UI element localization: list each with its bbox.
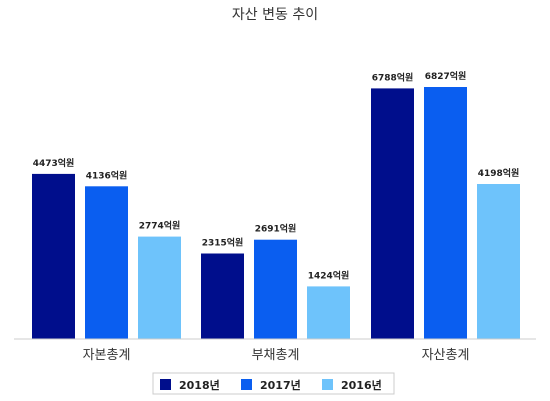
bar-3-1 (371, 88, 414, 340)
chart-title: 자산 변동 추이 (232, 7, 318, 23)
data-label: 4473억원 (33, 157, 75, 169)
bar-1-2 (85, 186, 128, 339)
bar-2-1 (201, 253, 244, 339)
data-label: 2315억원 (202, 237, 244, 249)
legend-frame (152, 372, 395, 395)
legend-swatch (160, 379, 171, 390)
data-label: 2691억원 (255, 223, 297, 235)
legend-label: 2018년 (179, 378, 220, 392)
data-label: 6788억원 (372, 71, 414, 83)
bar-1-1 (32, 173, 75, 339)
data-label: 2774억원 (139, 220, 181, 232)
data-label: 6827억원 (425, 70, 467, 82)
category-label: 자본총계 (83, 348, 131, 363)
category-labels: 자본총계 부채총계 자산총계 (83, 348, 470, 363)
bar-3-3 (477, 184, 520, 339)
legend: 2018년 2017년 2016년 (152, 372, 395, 395)
legend-swatch (241, 379, 252, 390)
legend-swatch (322, 379, 333, 390)
data-label: 1424억원 (308, 269, 350, 281)
legend-label: 2016년 (341, 378, 382, 392)
category-label: 부채총계 (252, 348, 300, 363)
bar-2-3 (307, 286, 350, 339)
bar-3-2 (424, 87, 467, 339)
bar-1-3 (138, 236, 181, 339)
category-label: 자산총계 (422, 348, 470, 363)
legend-label: 2017년 (260, 378, 301, 392)
bar-2-2 (254, 239, 297, 339)
data-label: 4136억원 (86, 169, 128, 181)
bars-layer: 4473억원 4136억원 2774억원 2315억원 2691억원 1424억원 6788… (32, 70, 520, 340)
data-label: 4198억원 (478, 167, 520, 179)
